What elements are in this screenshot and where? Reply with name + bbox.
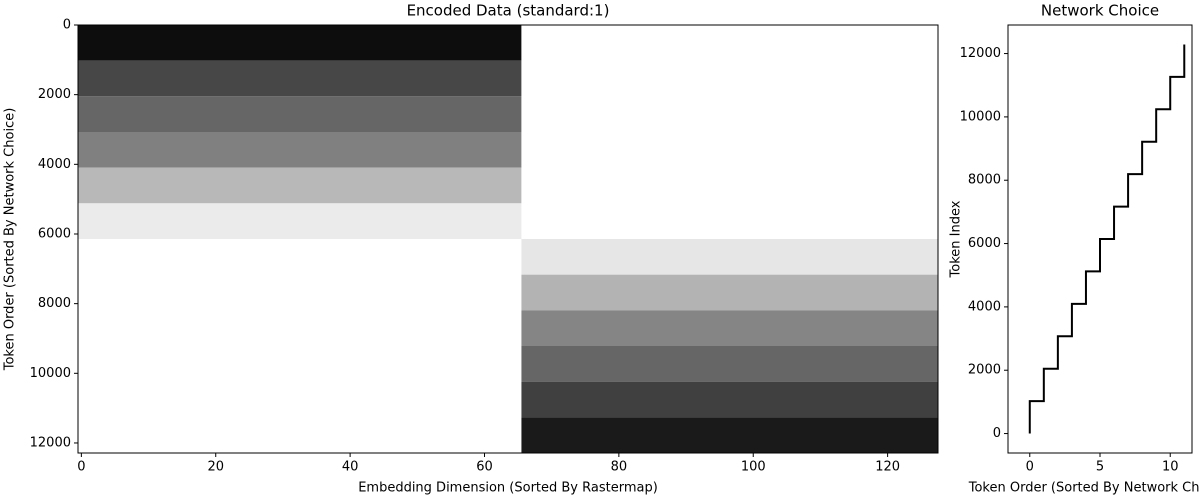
y-tick-label: 2000 <box>38 87 71 102</box>
x-axis-label: Token Order (Sorted By Network Choice) <box>968 481 1200 496</box>
heatmap-cell <box>78 96 522 132</box>
heatmap-cell <box>78 167 522 204</box>
heatmap-cell <box>521 132 938 168</box>
heatmap-cell <box>78 132 522 168</box>
heatmap-cell <box>78 381 522 418</box>
heatmap-cell <box>521 417 938 453</box>
y-tick-label: 4000 <box>968 299 1001 314</box>
x-tick-label: 5 <box>1096 460 1104 475</box>
y-tick-label: 12000 <box>960 46 1001 61</box>
heatmap-cell <box>521 346 938 382</box>
heatmap-cell <box>78 310 522 346</box>
heatmap-cell <box>521 381 938 418</box>
x-tick-label: 0 <box>77 460 85 475</box>
chart-title: Network Choice <box>1041 2 1159 20</box>
x-tick-label: 20 <box>207 460 224 475</box>
x-tick-label: 0 <box>1026 460 1034 475</box>
heatmap-cell <box>78 239 522 275</box>
y-tick-label: 0 <box>63 18 71 33</box>
chart-title: Encoded Data (standard:1) <box>407 2 610 20</box>
heatmap-cell <box>521 60 938 97</box>
y-tick-label: 8000 <box>968 173 1001 188</box>
x-tick-label: 100 <box>741 460 766 475</box>
y-tick-label: 2000 <box>968 363 1001 378</box>
heatmap-cell <box>78 274 522 311</box>
y-tick-label: 8000 <box>38 296 71 311</box>
x-axis-label: Embedding Dimension (Sorted By Rastermap… <box>358 481 658 496</box>
x-tick-label: 40 <box>342 460 359 475</box>
x-tick-label: 120 <box>875 460 900 475</box>
heatmap-cell <box>78 25 522 61</box>
heatmap-cell <box>521 96 938 132</box>
y-tick-label: 4000 <box>38 157 71 172</box>
y-axis-label: Token Index <box>949 200 964 278</box>
x-tick-label: 60 <box>476 460 493 475</box>
y-tick-label: 6000 <box>38 226 71 241</box>
heatmap-cell <box>78 346 522 382</box>
y-tick-label: 6000 <box>968 236 1001 251</box>
y-tick-label: 10000 <box>960 109 1001 124</box>
heatmap-cell <box>521 203 938 239</box>
heatmap-cell <box>521 167 938 204</box>
heatmap-cell <box>78 60 522 97</box>
step-line <box>1028 44 1186 434</box>
y-tick-label: 12000 <box>30 435 71 450</box>
heatmap-cell <box>521 274 938 311</box>
y-axis-label: Token Order (Sorted By Network Choice) <box>3 108 18 372</box>
x-tick-label: 10 <box>1162 460 1179 475</box>
axes-frame <box>77 24 939 454</box>
heatmap-cell <box>78 203 522 239</box>
heatmap-cell <box>521 239 938 275</box>
x-tick-label: 80 <box>611 460 628 475</box>
heatmap-cell <box>521 310 938 346</box>
y-tick-label: 0 <box>993 426 1001 441</box>
heatmap-cell <box>521 25 938 61</box>
y-tick-label: 10000 <box>30 366 71 381</box>
heatmap-cell <box>78 417 522 453</box>
